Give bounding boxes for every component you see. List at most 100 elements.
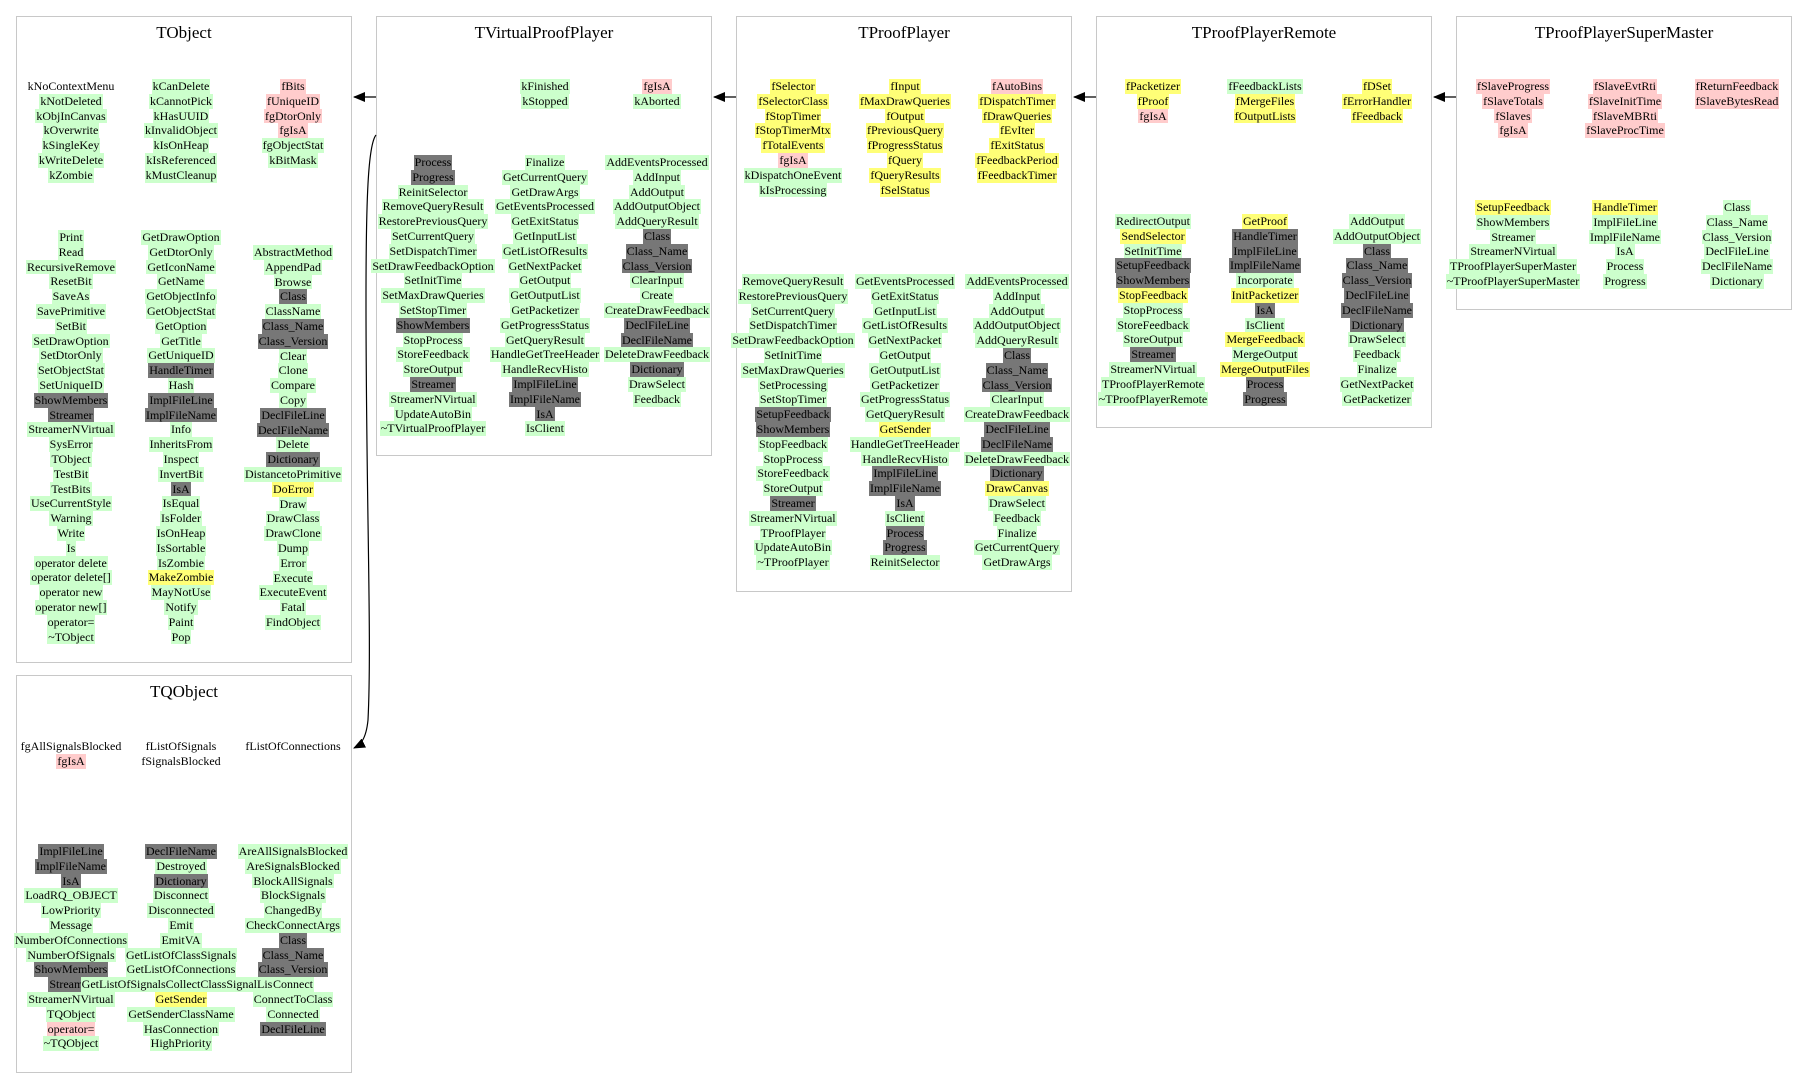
member-item: AddOutputObject (1333, 228, 1421, 244)
class-box-tobject: TObject kNoContextMenu kNotDeleted kObjInC… (16, 16, 352, 663)
member-item: Process (1245, 376, 1285, 392)
member-item: GetDtorOnly (148, 244, 214, 260)
member-item: EmitVA (160, 932, 202, 948)
member-column: fListOfSignals fSignalsBlocked (125, 739, 237, 769)
member-item: Create (640, 288, 674, 303)
member-item: SetMaxDrawQueries (381, 288, 485, 303)
member-item: ImplFileLine (148, 392, 214, 408)
member-item: fgIsA (56, 753, 86, 769)
member-item: operator new[] (34, 599, 108, 615)
class-box-tproofplayer: TProofPlayer fSelector fSelectorClass fSto… (731, 16, 1072, 592)
member-item: Finalize (524, 155, 566, 170)
member-item: Disconnected (147, 903, 215, 918)
member-item: operator delete[] (30, 570, 112, 586)
member-item: HandleGetTreeHeader (489, 347, 601, 363)
member-item: FindObject (265, 614, 321, 630)
member-item: IsEqual (161, 496, 201, 512)
member-item: kIsProcessing (758, 182, 828, 198)
member-item: StreamerNVirtual (1469, 244, 1557, 260)
member-item: GetPacketizer (1342, 391, 1412, 407)
member-column: fgIsA kAborted (601, 79, 713, 109)
member-item: Progress (883, 540, 927, 556)
member-item: GetObjectStat (146, 303, 216, 319)
member-item: HandleGetTreeHeader (849, 436, 961, 452)
member-item: HandleTimer (148, 363, 214, 378)
member-item: GetPacketizer (510, 302, 580, 318)
member-item: kBitMask (268, 152, 318, 168)
member-item: NumberOfSignals (26, 947, 116, 963)
member-item: AddEventsProcessed (605, 155, 709, 170)
member-item: NumberOfConnections (14, 932, 128, 948)
member-item: fReturnFeedback (1694, 79, 1780, 94)
member-column: RemoveQueryResult RestorePreviousQuery Set… (731, 274, 855, 570)
member-item: ImplFileLine (1592, 214, 1658, 230)
member-item: AppendPad (264, 259, 322, 275)
member-item: SaveAs (51, 289, 91, 304)
member-item: GetDrawArgs (982, 555, 1052, 570)
member-item: fQuery (887, 152, 923, 168)
member-item: fFeedbackLists (1227, 79, 1303, 94)
member-item: TestBits (50, 481, 92, 497)
member-item: kAborted (633, 93, 681, 109)
member-item: fSelStatus (879, 182, 931, 198)
member-item: GetInputList (513, 228, 577, 244)
member-item: fPreviousQuery (866, 123, 944, 139)
class-title: TQObject (150, 682, 218, 701)
member-item: Print (58, 230, 84, 245)
member-item: DeclFileName (981, 436, 1053, 452)
member-item: GetListOfSignalsCollectClassSignalLists (80, 977, 282, 992)
member-item: fSlaves (1494, 108, 1532, 124)
member-item: GetIconName (146, 259, 216, 275)
class-title: TProofPlayer (858, 23, 950, 42)
member-item: ClearInput (630, 273, 684, 289)
member-item: kIsOnHeap (152, 138, 210, 153)
member-item: TProofPlayerRemote (1101, 376, 1205, 392)
member-item: fgIsA (1138, 108, 1168, 124)
member-item: Notify (164, 599, 198, 615)
member-item: Progress (1603, 273, 1647, 289)
member-item: MergeFeedback (1225, 332, 1305, 348)
member-column: AddOutput AddOutputObject Class Class_Name C… (1321, 214, 1433, 407)
class-box-tproofplayersupermaster: TProofPlayerSuperMaster fSlaveProgress fS… (1445, 16, 1792, 310)
member-item: Class_Name (261, 947, 325, 963)
member-item: GetOutput (518, 273, 572, 289)
member-column: GetProof HandleTimer ImplFileLine ImplFileN… (1209, 214, 1321, 407)
member-item: Feedback (1353, 347, 1401, 362)
class-box-tvirtualproofplayer: TVirtualProofPlayer kFinished kStopped fg… (371, 16, 713, 456)
member-item: Class (1002, 347, 1031, 363)
member-item: GetPacketizer (870, 377, 940, 393)
member-item: AddQueryResult (615, 214, 699, 229)
member-item: kNoContextMenu (27, 79, 115, 93)
member-column: AreAllSignalsBlocked AreSignalsBlocked Blo… (237, 844, 349, 1037)
member-item: GetObjectInfo (145, 289, 217, 304)
member-item: RestorePreviousQuery (737, 288, 849, 304)
member-item: IsZombie (157, 555, 205, 571)
member-item: RestorePreviousQuery (377, 214, 489, 229)
member-item: Copy (278, 392, 307, 408)
member-column: RedirectOutput SendSelector SetInitTime Set… (1097, 214, 1209, 407)
member-column: HandleTimer ImplFileLine ImplFileName IsA Pr… (1569, 200, 1681, 289)
member-item: Progress (411, 169, 455, 185)
member-item: Class (278, 932, 307, 948)
member-item: Pop (170, 629, 192, 645)
member-column: Print Read RecursiveRemove ResetBit SaveAs Sa… (17, 230, 125, 645)
member-item: SetDtorOnly (39, 348, 103, 364)
member-item: fgIsA (778, 152, 808, 168)
member-item: Connected (266, 1006, 320, 1022)
member-item: ImplFileName (869, 481, 941, 496)
member-item: fListOfSignals (145, 739, 217, 753)
member-item: GetTitle (160, 333, 202, 349)
member-item: fDSet (1362, 79, 1392, 94)
member-item: Class_Name (1705, 214, 1769, 230)
member-item: kDispatchOneEvent (743, 167, 843, 183)
member-item: GetOption (154, 318, 208, 334)
member-item: SetStopTimer (758, 392, 828, 408)
member-item: Clone (277, 363, 309, 379)
member-item: GetQueryResult (505, 332, 585, 348)
member-item: Class_Version (257, 962, 329, 978)
member-item: Draw (278, 496, 308, 512)
member-item: Dictionary (154, 873, 208, 889)
member-item: DrawSelect (628, 376, 686, 392)
member-item: Class_Version (981, 377, 1053, 393)
member-item: ImplFileName (35, 858, 107, 874)
